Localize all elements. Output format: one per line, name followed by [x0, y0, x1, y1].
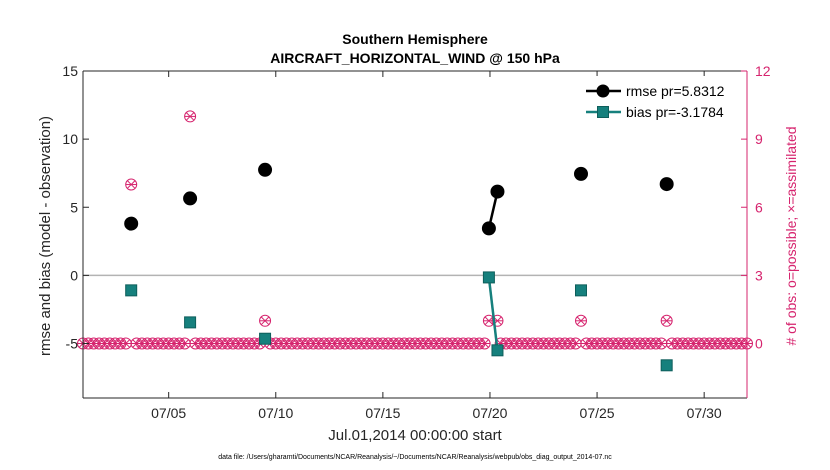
bias-point [259, 332, 272, 345]
rmse-point [659, 177, 674, 192]
obs-count-marker [569, 337, 582, 350]
rmse-point [124, 216, 139, 231]
rmse-point [258, 162, 273, 177]
bias-point [660, 359, 673, 372]
rmse-point [490, 184, 505, 199]
obs-count-marker [184, 110, 197, 123]
obs-count-marker [575, 314, 587, 327]
y-right-tick-label: 9 [755, 131, 763, 147]
y-tick-label: 0 [70, 267, 78, 283]
bias-point [491, 344, 504, 357]
y-tick-label: 15 [62, 63, 78, 79]
y-tick-label: 5 [70, 199, 78, 215]
legend-label-rmse: rmse pr=5.8312 [626, 83, 725, 99]
y-axis-right-label: # of obs: o=possible; ×=assimilated [783, 126, 799, 345]
footnote: data file: /Users/gharamti/Documents/NCA… [218, 454, 612, 461]
x-tick-label: 07/20 [472, 405, 507, 421]
bias-point [575, 284, 587, 297]
rmse-point [183, 191, 198, 206]
rmse-point [574, 166, 588, 181]
bias-line [487, 277, 499, 351]
chart-subtitle: AIRCRAFT_HORIZONTAL_WIND @ 150 hPa [270, 50, 560, 66]
x-axis-label: Jul.01,2014 00:00:00 start [328, 427, 502, 444]
obs-count-marker [660, 314, 673, 327]
legend-marker-rmse [596, 84, 610, 98]
y-tick-label: -5 [66, 336, 79, 352]
x-tick-label: 07/10 [258, 405, 293, 421]
obs-count-marker [178, 337, 191, 350]
chart-title: Southern Hemisphere [342, 31, 488, 47]
x-tick-label: 07/25 [580, 405, 615, 421]
y-right-tick-label: 12 [755, 63, 771, 79]
bias-point [482, 271, 495, 284]
y-right-tick-label: 0 [755, 336, 763, 352]
obs-count-marker [125, 178, 138, 191]
x-tick-label: 07/05 [151, 405, 186, 421]
y-right-tick-label: 6 [755, 199, 763, 215]
rmse-point [481, 221, 496, 236]
legend-marker-bias [597, 106, 609, 118]
obs-count-marker [259, 314, 272, 327]
obs-count-marker [478, 337, 491, 350]
legend: rmse pr=5.8312 bias pr=-3.1784 [579, 76, 743, 126]
bias-point [125, 284, 138, 297]
y-tick-label: 10 [62, 131, 78, 147]
legend-label-bias: bias pr=-3.1784 [626, 104, 724, 120]
x-tick-label: 07/30 [687, 405, 722, 421]
y-right-tick-label: 3 [755, 267, 763, 283]
x-tick-label: 07/15 [365, 405, 400, 421]
y-axis-label: rmse and bias (model - observation) [37, 116, 54, 356]
bias-point [184, 316, 197, 329]
